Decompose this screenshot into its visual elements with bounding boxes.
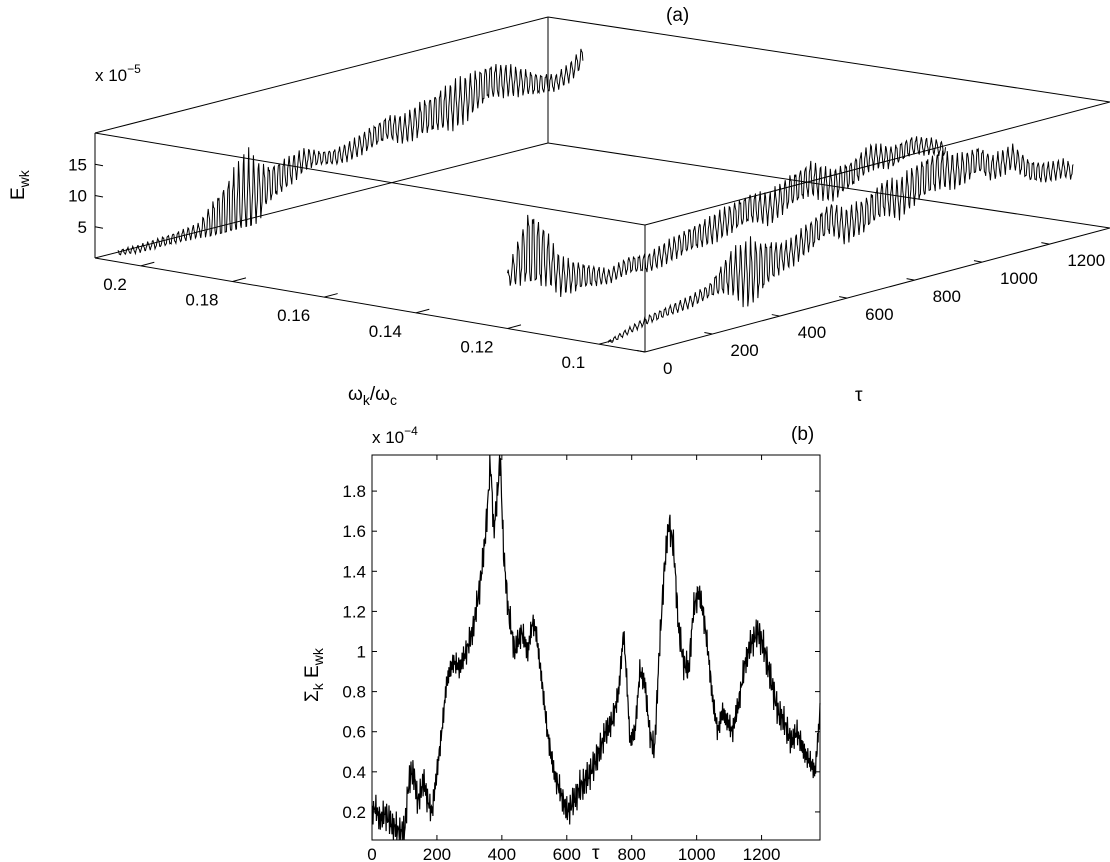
- a-y-tick-label: 800: [933, 287, 961, 306]
- a-y-tick-label: 1000: [1000, 269, 1038, 288]
- a-z-tick-mark: [94, 226, 104, 229]
- panel-a-z-multiplier: x 10−5: [95, 62, 141, 85]
- panel-b-plot-frame: [371, 454, 821, 841]
- panel-b-label: (b): [791, 424, 814, 445]
- b-y-tick-label: 0.2: [342, 803, 366, 822]
- a-x-tick-mark: [232, 277, 247, 282]
- b-x-tick-label: 400: [488, 845, 516, 862]
- a-y-tick-mark: [771, 314, 780, 317]
- panel-a: (a) 0.2 0.18 0.16 0.14 0.12 0.1 0 200 400 600 800…: [8, 5, 1110, 408]
- a-series-curve-2: [117, 48, 584, 256]
- panel-a-x-ticks: 0.2 0.18 0.16 0.14 0.12 0.1: [103, 261, 613, 372]
- b-y-tick-label: 1.4: [342, 562, 366, 581]
- a-y-tick-label: 600: [865, 305, 893, 324]
- box-front-top-left: [94, 132, 646, 226]
- a-z-tick-label: 10: [68, 187, 87, 206]
- a-y-tick-label: 1200: [1067, 251, 1105, 270]
- box-back-top-left: [94, 16, 549, 134]
- b-x-tick-label: 800: [618, 845, 646, 862]
- a-x-tick-mark: [140, 261, 155, 267]
- panel-a-y-axis-label: τ: [855, 385, 863, 406]
- a-x-tick-label: 0.1: [562, 353, 586, 372]
- a-y-tick-mark: [906, 278, 915, 281]
- box-back-bottom-left: [94, 142, 549, 259]
- panel-a-z-ticks: 5 10 15: [68, 155, 104, 237]
- a-y-tick-label: 200: [730, 341, 758, 360]
- b-y-tick-label: 0.6: [342, 723, 366, 742]
- panel-a-x-axis-label: ωk/ωc: [348, 384, 397, 408]
- a-x-tick-mark: [415, 308, 430, 314]
- a-y-tick-mark: [1041, 242, 1050, 245]
- b-x-tick-label: 0: [367, 845, 376, 862]
- b-y-tick-label: 1.6: [342, 522, 366, 541]
- b-y-tick-label: 1: [357, 643, 366, 662]
- panel-b-x-axis-label: τ: [592, 843, 600, 862]
- a-x-tick-label: 0.14: [369, 322, 402, 341]
- b-x-tick-label: 200: [423, 845, 451, 862]
- a-y-tick-label: 0: [663, 359, 672, 378]
- a-z-tick-label: 5: [78, 218, 87, 237]
- b-x-tick-label: 1200: [743, 845, 781, 862]
- a-y-tick-mark: [636, 350, 646, 353]
- a-series-curve-1: [507, 136, 946, 297]
- b-y-tick-label: 1.2: [342, 602, 366, 621]
- b-y-tick-label: 1.8: [342, 482, 366, 501]
- a-x-tick-label: 0.12: [460, 338, 493, 357]
- panel-b-y-ticks: 0.2 0.4 0.6 0.8 1 1.2 1.4 1.6 1.8: [342, 482, 820, 822]
- x-axis-line: [94, 257, 646, 353]
- panel-b-y-axis-label: Σk Ewk: [302, 647, 326, 702]
- panel-b: (b) x 10−4 0 200 400 600 800 1000 1200 0.20.40…: [302, 424, 821, 862]
- box-back-top-right: [547, 16, 1110, 103]
- panel-a-curves: [117, 48, 1074, 343]
- a-y-tick-mark: [973, 260, 983, 263]
- panel-b-series-line: [371, 454, 821, 841]
- b-x-tick-label: 600: [553, 845, 581, 862]
- a-x-tick-label: 0.18: [185, 291, 218, 310]
- a-y-tick-label: 400: [798, 323, 826, 342]
- a-y-tick-mark: [839, 296, 848, 299]
- a-z-tick-mark: [94, 195, 104, 198]
- b-x-tick-label: 1000: [678, 845, 716, 862]
- a-y-tick-mark: [704, 332, 713, 335]
- a-z-tick-mark: [94, 163, 104, 167]
- y-axis-line: [644, 227, 1110, 353]
- b-y-tick-label: 0.4: [342, 763, 366, 782]
- panel-a-y-ticks: 0 200 400 600 800 1000 1200: [636, 242, 1105, 378]
- a-series-curve-0: [607, 143, 1074, 343]
- b-y-tick-label: 0.8: [342, 683, 366, 702]
- panel-a-z-axis-label: Ewk: [8, 169, 32, 200]
- a-x-tick-label: 0.16: [277, 306, 310, 325]
- a-x-tick-label: 0.2: [103, 275, 127, 294]
- a-x-tick-mark: [507, 324, 522, 329]
- panel-a-label: (a): [666, 5, 689, 26]
- panel-b-x-ticks: 0 200 400 600 800 1000 1200: [367, 455, 780, 862]
- a-x-tick-mark: [324, 293, 338, 298]
- panel-b-y-multiplier: x 10−4: [372, 424, 418, 447]
- a-z-tick-label: 15: [68, 155, 87, 174]
